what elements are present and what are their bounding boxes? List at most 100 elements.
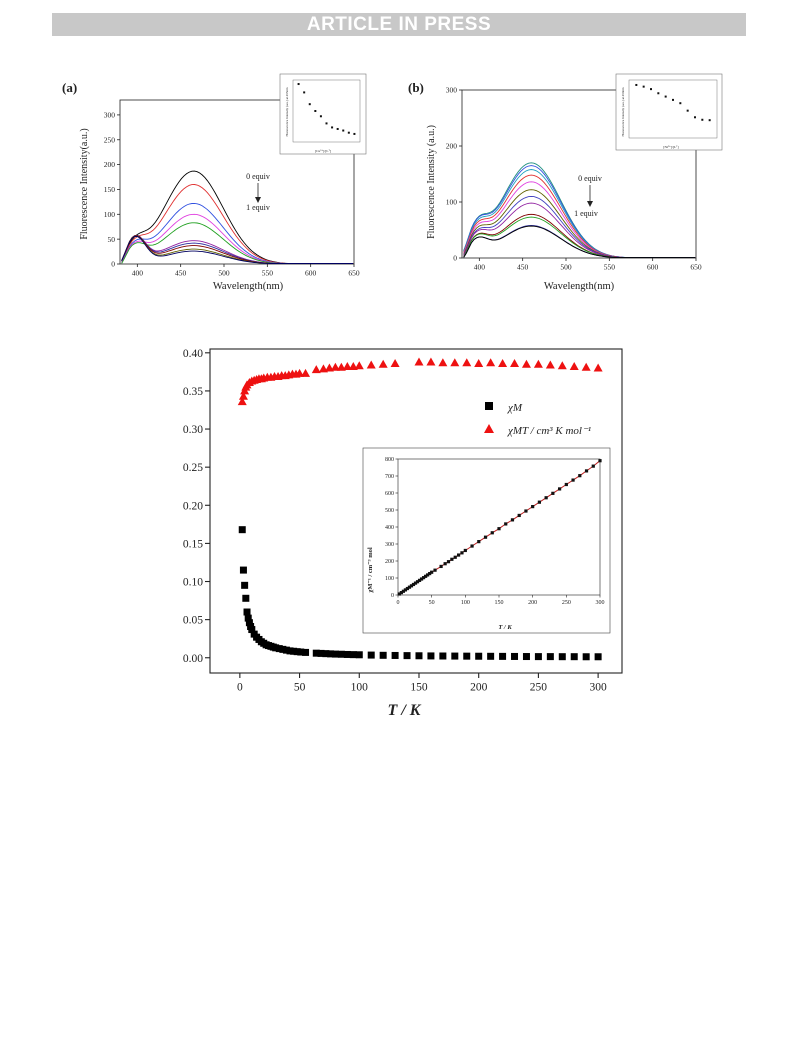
panel-b-x-tick-label: 650	[690, 263, 702, 272]
chi-m-t-point	[593, 363, 603, 372]
legend-chi-label: χM	[507, 402, 523, 414]
inset-c-point	[450, 557, 454, 561]
chi-m-t-point	[354, 361, 364, 370]
chart-c-y-tick-label: 0.05	[183, 615, 203, 627]
chi-m-point	[349, 651, 357, 659]
chart-c-x-tick-label: 200	[470, 682, 488, 694]
panel-a-inset-point	[319, 115, 322, 118]
chi-m-point	[244, 614, 252, 622]
inset-c-point	[564, 482, 568, 487]
inset-c-x-tick-label: 200	[528, 600, 537, 606]
chi-m-t-point	[474, 358, 484, 367]
chi-m-t-point	[237, 397, 247, 406]
chi-m-point	[427, 652, 435, 660]
inset-c-point	[504, 522, 508, 526]
chi-m-point	[331, 650, 339, 658]
chi-m-point	[302, 648, 310, 656]
panel-b-annot-bottom: 1 equiv	[574, 209, 598, 218]
chi-m-point	[317, 649, 325, 657]
panel-b-label: (b)	[408, 80, 424, 95]
chi-m-point	[238, 526, 246, 534]
panel-a-x-tick-label: 450	[175, 269, 187, 278]
panel-a-inset-frame	[292, 79, 361, 143]
chi-m-t-point	[462, 358, 472, 367]
legend-chit-label: χMT / cm³ K mol⁻¹	[507, 425, 591, 437]
inset-c-point	[598, 459, 602, 463]
chi-m-point	[594, 653, 602, 661]
chi-m-point	[272, 644, 280, 652]
inset-c-y-tick-label: 200	[385, 559, 394, 565]
inset-c-x-tick-label: 100	[461, 600, 470, 606]
inset-c-y-tick-label: 500	[385, 508, 394, 514]
inset-c-point	[409, 584, 414, 588]
panel-a-y-tick-label: 50	[108, 235, 116, 244]
chi-m-t-point	[581, 362, 591, 371]
chi-m-point	[286, 647, 294, 655]
chi-m-point	[522, 653, 530, 661]
inset-c-x-tick-label: 300	[596, 600, 605, 606]
chart-c-y-tick-label: 0.15	[183, 538, 203, 550]
panel-b-inset-point	[672, 98, 674, 101]
panel-a-y-tick-label: 250	[104, 135, 116, 144]
chi-m-t-point	[545, 360, 555, 369]
chi-m-point	[546, 653, 554, 661]
chi-m-point	[312, 649, 320, 657]
inset-c-point	[407, 585, 412, 589]
inset-c-xlabel: T / K	[498, 624, 512, 631]
panel-a-inset-point	[297, 83, 300, 86]
chart-c-y-tick-label: 0.35	[183, 386, 203, 398]
chi-m-point	[415, 652, 423, 660]
panel-a-annot-top: 0 equiv	[246, 172, 270, 181]
panel-a-annot-bottom: 1 equiv	[246, 203, 270, 212]
panel-b-inset-point	[664, 95, 667, 98]
panel-b-inset-frame	[628, 79, 718, 139]
inset-c-x-tick-label: 250	[562, 600, 571, 606]
panel-b-y-tick-label: 100	[446, 198, 458, 207]
inset-c-point	[413, 581, 418, 585]
panel-a-y-tick-label: 200	[104, 160, 116, 169]
panel-a-inset-point	[314, 110, 317, 112]
panel-a-ylabel: Fluorescence Intensity(a.u.)	[79, 128, 90, 239]
chi-m-point	[248, 626, 256, 634]
panel-a-inset-point	[353, 132, 356, 135]
legend-chit-marker	[484, 424, 494, 433]
inset-c-y-tick-label: 700	[385, 474, 394, 480]
panel-b-y-tick-label: 300	[446, 86, 458, 95]
inset-c-x-tick-label: 150	[495, 600, 504, 606]
inset-c-y-tick-label: 100	[385, 576, 394, 582]
chi-m-t-point	[366, 360, 376, 369]
inset-c-point	[544, 496, 548, 500]
fluorescence-chart-a: (a) Fluorescence Intensity(a.u.) Wavelen…	[62, 73, 367, 292]
article-in-press-banner: ARTICLE IN PRESS	[52, 13, 746, 36]
chi-m-point	[499, 652, 507, 660]
panel-b-inset-point	[642, 85, 645, 88]
inset-c-point	[571, 478, 575, 482]
chart-c-x-tick-label: 0	[237, 682, 243, 694]
inset-c-point	[411, 582, 416, 587]
chi-m-t-point	[521, 359, 531, 368]
inset-c-point	[497, 527, 501, 531]
chi-m-point	[293, 648, 301, 656]
chi-m-point	[239, 566, 247, 574]
chi-m-point	[343, 650, 351, 658]
inset-c-point	[460, 551, 464, 555]
panel-b-x-tick-label: 550	[604, 263, 616, 272]
chi-m-point	[511, 652, 519, 660]
panel-a-inset-point	[308, 103, 311, 106]
panel-b-ylabel: Fluorescence Intensity (a.u.)	[426, 125, 437, 239]
inset-c-point	[426, 573, 430, 577]
panel-a-y-tick-label: 100	[104, 210, 116, 219]
panel-b-arrow-head	[587, 201, 593, 207]
inset-c-point	[537, 500, 541, 504]
chi-m-t-point	[438, 358, 448, 367]
inset-c-y-tick-label: 800	[385, 457, 394, 463]
panel-b-annot-top: 0 equiv	[578, 174, 602, 183]
inset-c-ylabel: χM⁻¹ / cm⁻³ mol	[367, 547, 374, 594]
chi-m-point	[403, 652, 411, 660]
chart-c-x-tick-label: 100	[351, 682, 369, 694]
chi-m-t-point	[426, 357, 436, 366]
chi-m-t-point	[342, 362, 352, 371]
chart-c-x-tick-label: 50	[294, 682, 306, 694]
panel-b-plot-frame	[461, 89, 697, 259]
inset-c-point	[524, 509, 528, 513]
